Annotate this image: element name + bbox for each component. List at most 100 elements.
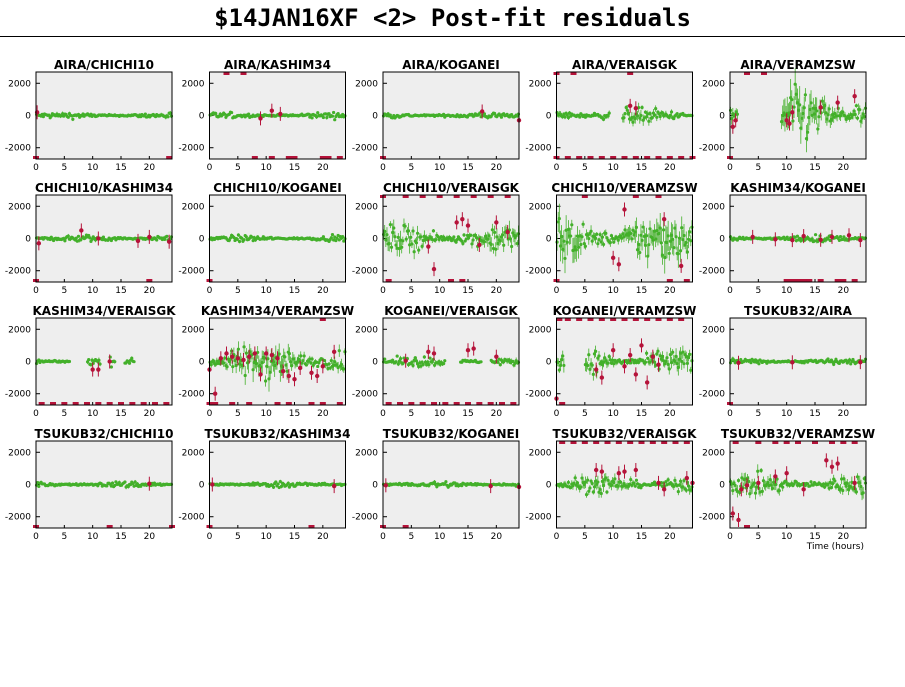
residual-point [471,238,475,242]
residual-point [230,349,234,353]
panel-frame [35,317,173,406]
residual-point [165,234,169,238]
residual-point [225,365,229,369]
residual-point [689,368,693,372]
x-tick-label: 5 [235,532,241,542]
flagged-edge-marker [610,156,617,159]
flagged-edge-marker [655,318,662,321]
flagged-point [661,216,667,222]
residual-point [667,367,671,371]
flagged-edge-marker [789,279,796,282]
flagged-point [286,373,292,379]
x-tick-label: 15 [289,532,300,542]
residual-point [563,256,567,261]
residual-point [328,366,332,370]
flagged-point [599,469,605,474]
flagged-edge-marker [581,441,588,444]
residual-point [562,363,566,368]
y-tick-label: -2000 [5,390,31,400]
residual-point [279,484,284,488]
y-tick-label: 0 [199,358,205,368]
residual-point [302,354,306,358]
flagged-edge-marker [683,279,690,282]
x-tick-label: 10 [607,163,619,173]
residual-point [409,235,413,239]
x-tick-label: 20 [664,532,676,542]
flagged-point [403,358,408,363]
flagged-edge-marker [95,402,102,405]
flagged-point [829,234,835,240]
flagged-point [858,359,863,365]
panel-frame [729,194,867,283]
residual-point [690,359,694,363]
y-tick-label: 2000 [355,325,378,335]
residual-point [577,245,581,249]
x-tick-label: 20 [664,286,676,296]
residual-point [862,115,866,119]
residual-point [283,355,287,359]
residual-point [853,112,857,117]
residual-point [604,231,608,235]
residual-point [662,228,666,232]
flagged-edge-marker [644,156,651,159]
residual-point [639,113,643,118]
residual-point [790,98,794,102]
y-tick-label: 0 [199,112,205,122]
residual-point [237,239,242,244]
residual-point [315,115,319,119]
residual-point [838,234,843,239]
panel-title: KASHIM34/KOGANEI [730,181,866,195]
flagged-edge-marker [840,279,847,282]
residual-point [227,238,231,242]
residual-point [66,115,70,119]
panel-title: TSUKUB32/VERAISGK [553,427,698,441]
flagged-point [818,105,823,110]
x-tick-label: 5 [582,286,588,296]
residual-point [647,243,651,247]
flagged-edge-marker [325,156,332,159]
flagged-edge-marker [576,318,583,321]
residual-point [674,235,678,239]
residual-point [510,244,514,249]
flagged-edge-marker [240,72,247,75]
flagged-point [730,124,736,129]
residual-point [652,480,657,484]
residual-point [581,222,585,226]
panel-frame [209,194,346,283]
residual-point [690,485,694,489]
flagged-point [36,241,42,246]
residual-point [108,355,112,359]
residual-point [117,481,121,485]
flagged-point [454,220,459,225]
flagged-point [639,343,644,348]
residual-point [325,115,329,120]
x-tick-label: 10 [87,286,99,296]
residual-point [817,115,821,119]
x-tick-label: 5 [61,286,67,296]
residual-point [749,361,753,365]
residual-point [415,231,420,235]
residual-point [329,358,333,363]
x-tick-label: 15 [462,409,473,419]
flagged-point [477,242,482,248]
flagged-edge-marker [448,279,454,282]
flagged-edge-marker [229,402,236,405]
residual-point [343,350,347,354]
x-tick-label: 0 [727,409,733,419]
residual-point [343,114,347,118]
x-tick-label: 20 [664,163,676,173]
residual-point [597,238,601,242]
flagged-edge-marker [655,156,662,159]
flagged-edge-marker [268,156,275,159]
panel-frame [729,317,867,406]
panel-frame [35,71,173,160]
residual-point [482,240,487,244]
residual-point [41,114,45,119]
